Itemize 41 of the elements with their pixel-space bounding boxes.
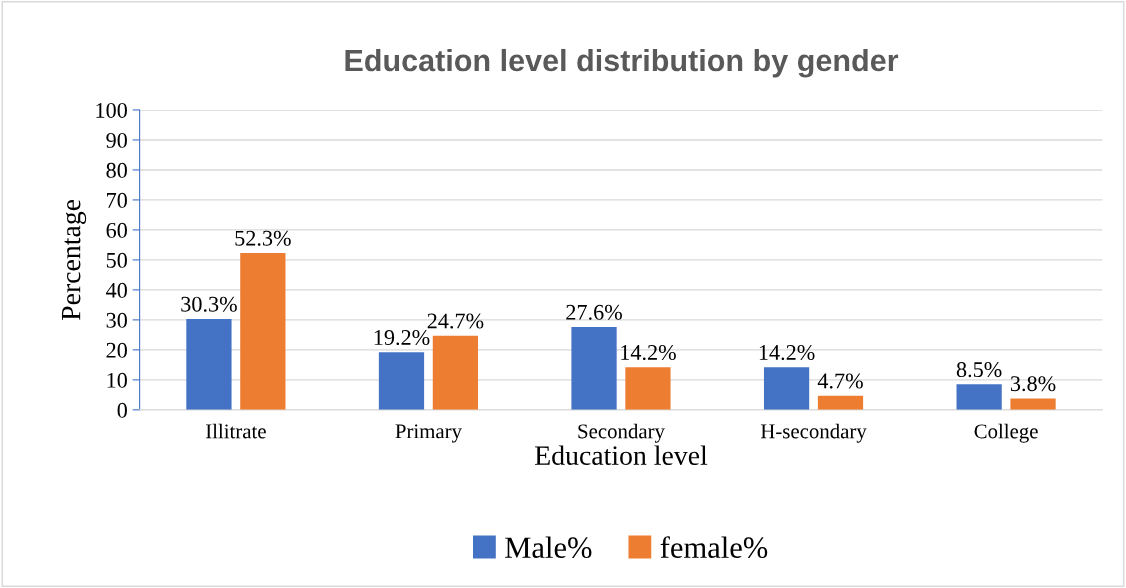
x-tick-label: Primary — [395, 424, 462, 443]
x-tick-label: Illitrate — [205, 423, 266, 439]
data-label: 14.2% — [759, 344, 815, 361]
y-tick-label: 20 — [106, 342, 127, 358]
x-tick-label: Secondary — [578, 423, 665, 443]
x-axis-title: Education level — [535, 445, 708, 465]
data-label: 52.3% — [235, 230, 291, 246]
y-tick-label: 40 — [106, 282, 127, 298]
data-label: 24.7% — [427, 313, 484, 329]
y-tick-label: 50 — [106, 252, 127, 268]
bar — [378, 352, 425, 410]
y-axis-title: Percentage — [61, 199, 87, 321]
data-label: 3.8% — [1010, 376, 1056, 392]
x-tick-label: College — [974, 423, 1038, 443]
data-label: 8.5% — [956, 362, 1002, 378]
y-tick-label: 70 — [107, 192, 127, 208]
bar — [817, 395, 864, 410]
y-tick-label: 30 — [106, 312, 127, 328]
bar — [1010, 398, 1056, 410]
data-label: 14.2% — [621, 344, 676, 361]
bar — [956, 384, 1002, 410]
bar — [571, 327, 617, 410]
bar — [625, 367, 671, 410]
legend-label: female% — [660, 536, 768, 559]
bar — [432, 335, 479, 410]
data-label: 4.7% — [817, 373, 863, 389]
bar — [186, 318, 232, 410]
y-tick-label: 80 — [106, 162, 127, 178]
data-label: 27.6% — [566, 304, 622, 320]
bar — [763, 367, 810, 410]
legend-label: Male% — [505, 536, 592, 559]
y-tick-label: 10 — [107, 372, 127, 388]
y-tick-label: 90 — [106, 132, 127, 148]
bar — [240, 253, 286, 410]
y-tick-label: 0 — [117, 402, 127, 418]
x-tick-label: H-secondary — [760, 423, 867, 443]
data-label: 19.2% — [374, 329, 430, 346]
y-tick-label: 100 — [96, 102, 127, 118]
chart-title: Education level distribution by gender — [345, 48, 899, 78]
data-label: 30.3% — [181, 296, 237, 312]
y-tick-label: 60 — [106, 222, 127, 238]
